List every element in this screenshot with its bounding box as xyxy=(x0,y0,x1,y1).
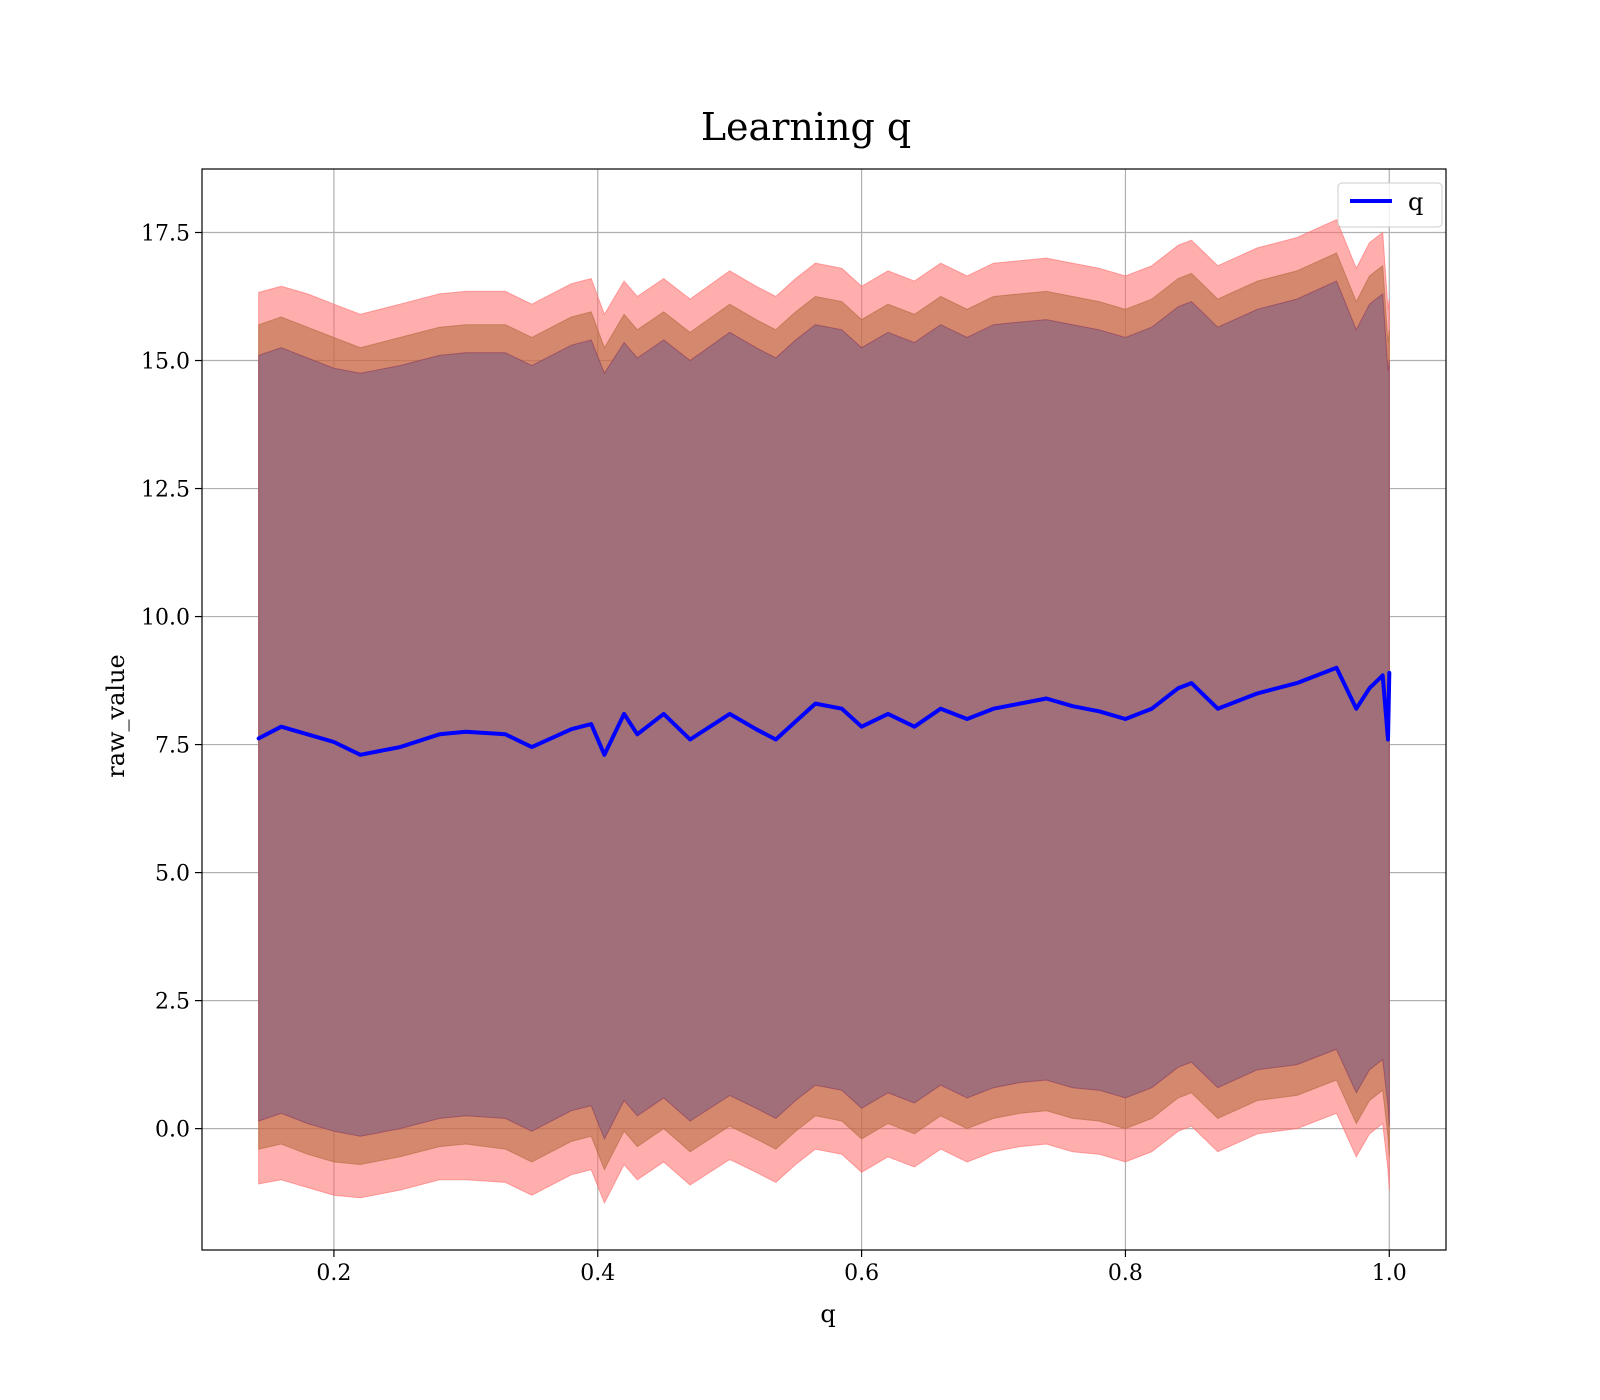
x-tick-label: 0.6 xyxy=(844,1261,879,1286)
legend: q xyxy=(1337,182,1443,228)
x-tick-label: 0.4 xyxy=(580,1261,615,1286)
chart-title: Learning q xyxy=(701,105,911,149)
y-tick-label: 5.0 xyxy=(155,862,190,887)
inner-band xyxy=(258,280,1390,1141)
x-tick-label: 0.2 xyxy=(316,1261,351,1286)
legend-label-q: q xyxy=(1408,188,1423,216)
y-axis-label: raw_value xyxy=(102,654,130,778)
series-line-q xyxy=(256,665,1392,757)
y-tick-label: 15.0 xyxy=(141,350,190,375)
y-tick-label: 12.5 xyxy=(141,478,190,503)
y-tick-label: 0.0 xyxy=(155,1118,190,1143)
line-layer xyxy=(256,665,1392,757)
y-tick-label: 10.0 xyxy=(141,606,190,631)
tick-layer: 0.2 0.4 0.6 0.8 1.0 0.0 2.5 5.0 7.5 10.0 12.5 15.0 1… xyxy=(141,221,1407,1286)
y-tick-label: 17.5 xyxy=(141,221,190,246)
x-axis-label: q xyxy=(820,1300,835,1328)
x-tick-label: 1.0 xyxy=(1372,1261,1407,1286)
y-tick-label: 7.5 xyxy=(155,734,190,759)
x-tick-label: 0.8 xyxy=(1108,1261,1143,1286)
legend-box xyxy=(1337,182,1443,228)
plot-frame xyxy=(201,168,1447,1251)
band-layer xyxy=(258,219,1390,1205)
y-tick-label: 2.5 xyxy=(155,990,190,1015)
